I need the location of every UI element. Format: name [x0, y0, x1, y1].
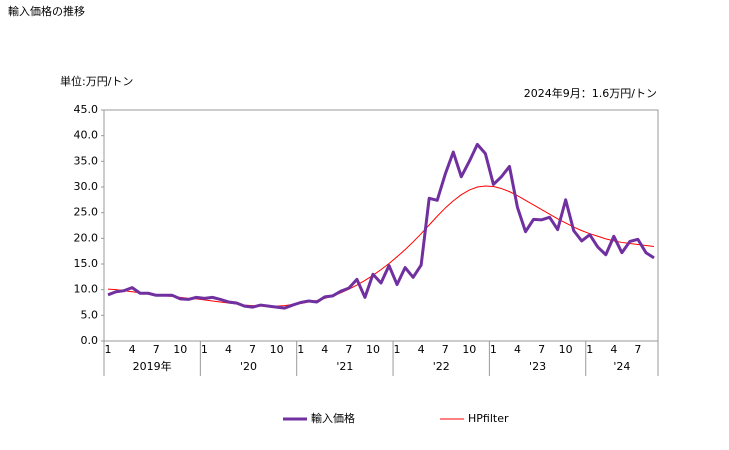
x-tick-label: 4 — [225, 343, 232, 356]
y-tick-label: 0.0 — [81, 334, 99, 347]
plot-frame — [103, 109, 659, 342]
x-tick-label: 10 — [173, 343, 187, 356]
y-tick-label: 40.0 — [74, 129, 99, 142]
x-tick-label: 4 — [129, 343, 136, 356]
x-tick-label: 10 — [270, 343, 284, 356]
x-tick-label: 7 — [634, 343, 641, 356]
y-tick-label: 45.0 — [74, 103, 99, 116]
x-tick-label: 1 — [297, 343, 304, 356]
x-tick-label: 4 — [321, 343, 328, 356]
y-tick-label: 5.0 — [81, 308, 99, 321]
annotation: 2024年9月：1.6万円/トン — [524, 86, 657, 100]
x-tick-label: 10 — [462, 343, 476, 356]
x-tick-label: 1 — [586, 343, 593, 356]
unit-label: 単位:万円/トン — [60, 74, 133, 88]
year-label: '21 — [336, 360, 353, 373]
x-tick-label: 4 — [514, 343, 521, 356]
x-tick-label: 4 — [610, 343, 617, 356]
year-label: '20 — [240, 360, 257, 373]
y-tick-label: 35.0 — [74, 154, 99, 167]
chart-title: 輸入価格の推移 — [8, 4, 85, 18]
year-label: '24 — [613, 360, 630, 373]
x-tick-label: 4 — [418, 343, 425, 356]
x-tick-label: 7 — [249, 343, 256, 356]
x-tick-label: 10 — [559, 343, 573, 356]
legend-label: HPfilter — [468, 412, 509, 425]
legend-label: 輸入価格 — [311, 411, 355, 425]
y-tick-label: 20.0 — [74, 231, 99, 244]
year-label: '22 — [433, 360, 450, 373]
x-tick-label: 1 — [105, 343, 112, 356]
y-tick-label: 30.0 — [74, 180, 99, 193]
year-label: '23 — [529, 360, 546, 373]
y-tick-label: 25.0 — [74, 206, 99, 219]
x-tick-label: 1 — [201, 343, 208, 356]
series-line — [107, 142, 655, 310]
year-label: 2019年 — [133, 359, 172, 373]
x-tick-label: 1 — [394, 343, 401, 356]
series-line — [107, 185, 655, 307]
x-tick-label: 1 — [490, 343, 497, 356]
x-tick-label: 7 — [345, 343, 352, 356]
x-tick-label: 7 — [442, 343, 449, 356]
y-tick-label: 10.0 — [74, 283, 99, 296]
x-tick-label: 10 — [366, 343, 380, 356]
y-tick-label: 15.0 — [74, 257, 99, 270]
x-tick-label: 7 — [153, 343, 160, 356]
x-tick-label: 7 — [538, 343, 545, 356]
